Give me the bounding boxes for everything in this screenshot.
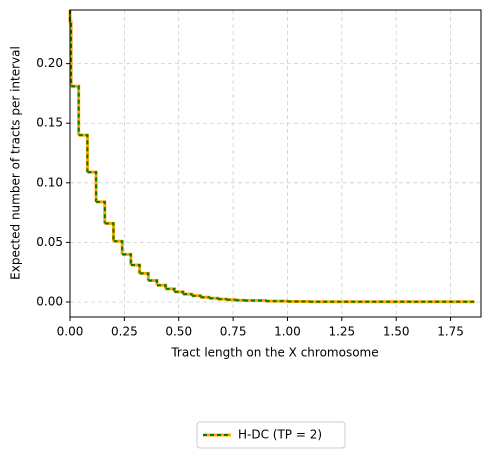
step-segment <box>156 283 168 289</box>
legend-box <box>196 421 346 449</box>
y-tick-label: 0.15 <box>36 116 63 130</box>
step-segment <box>148 279 159 286</box>
legend-label: H-DC (TP = 2) <box>238 428 322 442</box>
y-tick-label: 0.00 <box>36 294 63 308</box>
step-segment <box>217 297 229 301</box>
x-tick-label: 1.75 <box>437 325 464 339</box>
x-tick-label: 1.00 <box>274 325 301 339</box>
step-line-dash <box>96 200 106 224</box>
x-tick-label: 1.25 <box>328 325 355 339</box>
step-segment <box>139 271 150 281</box>
step-line <box>130 263 142 274</box>
step-line-dash <box>217 298 228 301</box>
step-line <box>104 221 115 242</box>
axes-frame <box>69 9 482 318</box>
step-line-dash <box>174 290 185 295</box>
step-line <box>139 271 150 281</box>
step-line <box>87 170 98 202</box>
step-segment <box>165 287 176 292</box>
step-segment <box>130 263 142 274</box>
x-tick-label: 0.50 <box>165 325 192 339</box>
step-line-dash <box>130 264 141 274</box>
x-axis-label: Tract length on the X chromosome <box>170 346 378 360</box>
step-segment <box>87 170 98 202</box>
step-line-dash <box>71 85 80 136</box>
y-tick-label: 0.05 <box>36 235 63 249</box>
legend: H-DC (TP = 2) <box>196 421 346 449</box>
x-tick-label: 0.25 <box>111 325 138 339</box>
step-line-dash <box>156 284 167 289</box>
step-segment <box>96 200 107 224</box>
step-segment <box>183 292 194 296</box>
step-line-dash <box>243 299 267 302</box>
step-line-dash <box>104 222 115 242</box>
step-line-dash <box>78 134 89 173</box>
step-line-dash <box>113 240 124 255</box>
y-axis-label: Expected number of tracts per interval <box>9 46 23 280</box>
step-line-dash <box>87 171 98 202</box>
x-tick-label: 0.00 <box>57 325 84 339</box>
y-tick-label: 0.10 <box>36 175 63 189</box>
step-line-dash <box>148 279 158 286</box>
step-segment <box>209 296 220 300</box>
step-line-dash <box>122 253 132 266</box>
step-line-dash <box>139 272 150 281</box>
step-line <box>71 84 81 136</box>
x-tick-label: 1.50 <box>383 325 410 339</box>
step-line-dash <box>69 10 73 87</box>
step-segment <box>243 299 268 303</box>
step-segment <box>174 290 185 295</box>
step-line <box>122 252 133 266</box>
step-line <box>113 239 124 255</box>
y-tick-label: 0.20 <box>36 56 63 70</box>
step-segment <box>122 252 133 266</box>
step-line <box>96 200 107 224</box>
step-segment <box>191 294 202 298</box>
step-segment <box>78 133 89 173</box>
step-segment <box>113 239 124 255</box>
step-line-dash <box>209 297 219 300</box>
x-tick-label: 0.75 <box>220 325 247 339</box>
step-segment <box>104 221 115 242</box>
step-line-dash <box>191 294 202 298</box>
step-segment <box>71 84 81 136</box>
step-segment <box>200 295 211 299</box>
step-line <box>78 133 89 173</box>
